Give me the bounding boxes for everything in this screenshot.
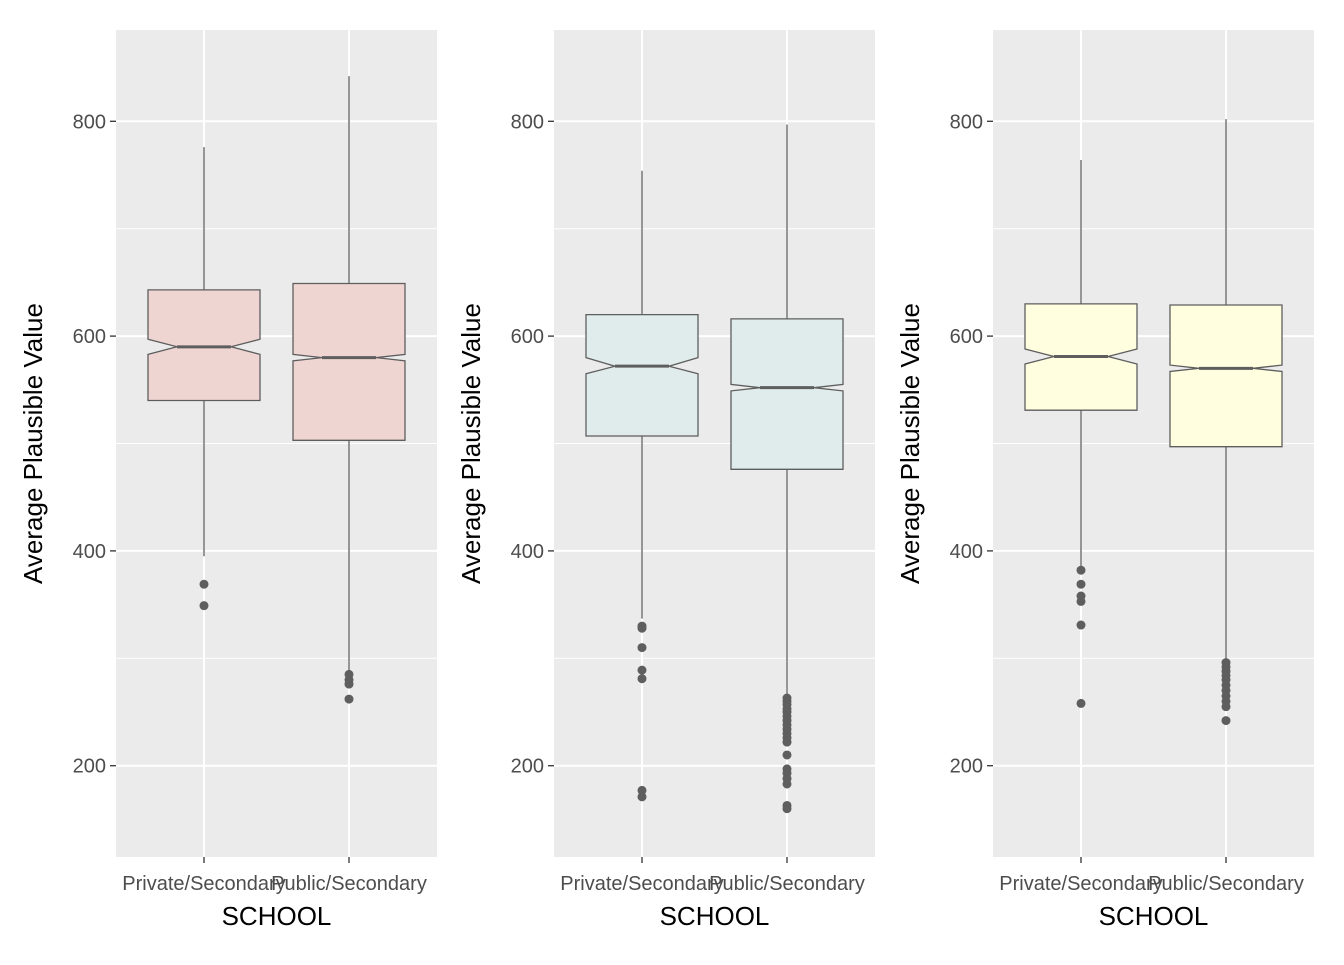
x-tick-label: Public/Secondary [1148, 873, 1304, 895]
x-tick-label: Private/Secondary [122, 873, 285, 895]
outlier-point [782, 750, 792, 760]
outlier-point [1076, 579, 1086, 589]
outlier-point [637, 643, 647, 653]
box-2 [292, 76, 406, 704]
outlier-point [1076, 698, 1086, 708]
chart-panel-3: 200 400 600 800 Private/SecondaryPublic/Seco… [895, 30, 1314, 931]
y-tick-label: 600 [511, 326, 544, 348]
y-tick-label: 200 [950, 756, 983, 778]
x-tick-label: Public/Secondary [709, 873, 865, 895]
x-axis-title: SCHOOL [1099, 901, 1209, 931]
outlier-point [344, 694, 354, 704]
y-tick-label: 600 [950, 326, 983, 348]
outlier-point [782, 804, 792, 814]
outlier-point [782, 737, 792, 747]
y-tick-label: 800 [73, 111, 106, 133]
box-1 [1024, 159, 1138, 708]
y-axis-title: Average Plausible Value [895, 303, 925, 584]
outlier-point [199, 579, 209, 589]
outlier-point [637, 674, 647, 684]
box-body [292, 282, 406, 441]
box-body [1169, 304, 1283, 448]
box-1 [585, 170, 699, 802]
box-body [730, 318, 844, 470]
y-tick-label: 400 [511, 541, 544, 563]
box-body [585, 313, 699, 437]
chart-panel-1: 200 400 600 800 Private/SecondaryPublic/Seco… [18, 30, 437, 931]
y-tick-label: 800 [511, 111, 544, 133]
outlier-point [1221, 716, 1231, 726]
x-axis-title: SCHOOL [660, 901, 770, 931]
y-axis-title: Average Plausible Value [456, 303, 486, 584]
outlier-point [1076, 620, 1086, 630]
outlier-point [637, 785, 647, 795]
x-axis-title: SCHOOL [222, 901, 332, 931]
y-tick-label: 200 [73, 756, 106, 778]
outlier-point [199, 601, 209, 611]
x-tick-label: Private/Secondary [999, 873, 1162, 895]
outlier-point [344, 679, 354, 689]
chart-panel-2: 200 400 600 800 Private/SecondaryPublic/Seco… [456, 30, 875, 931]
y-axis-title: Average Plausible Value [18, 303, 48, 584]
box-1 [147, 147, 261, 611]
outlier-point [637, 623, 647, 633]
x-tick-label: Public/Secondary [271, 873, 427, 895]
outlier-point [1076, 596, 1086, 606]
x-tick-label: Private/Secondary [560, 873, 723, 895]
outlier-point [782, 779, 792, 789]
outlier-point [637, 792, 647, 802]
y-tick-label: 400 [950, 541, 983, 563]
outlier-point [637, 665, 647, 675]
outlier-point [1221, 702, 1231, 712]
box-2 [1169, 119, 1283, 726]
y-tick-label: 200 [511, 756, 544, 778]
y-tick-label: 600 [73, 326, 106, 348]
y-tick-label: 400 [73, 541, 106, 563]
box-2 [730, 124, 844, 814]
box-body [147, 289, 261, 402]
y-tick-label: 800 [950, 111, 983, 133]
outlier-point [1076, 565, 1086, 575]
